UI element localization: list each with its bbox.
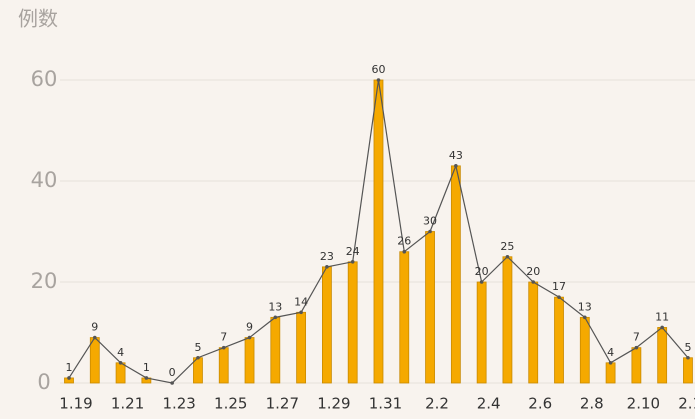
bar: [657, 327, 668, 384]
chart-title: 例数: [18, 7, 58, 31]
value-label: 5: [684, 341, 691, 354]
value-label: 14: [294, 295, 308, 308]
value-label: 30: [423, 215, 437, 228]
line-point: [660, 325, 664, 330]
line-point: [196, 355, 200, 360]
bar: [244, 337, 255, 384]
x-tick-label: 1.31: [369, 395, 402, 413]
y-tick-label: 60: [31, 67, 58, 91]
bar: [450, 165, 461, 384]
bar: [321, 266, 332, 384]
bar: [347, 261, 358, 384]
value-label: 0: [169, 366, 176, 379]
bar: [399, 251, 410, 384]
line-point: [454, 164, 458, 168]
bar: [631, 347, 642, 384]
value-label: 1: [66, 361, 73, 374]
x-tick-label: 2.4: [477, 395, 501, 413]
x-tick-label: 1.23: [162, 395, 195, 413]
x-tick-label: 1.19: [59, 395, 92, 413]
bar: [425, 231, 435, 384]
value-label: 60: [371, 63, 385, 76]
bar: [89, 337, 100, 384]
line-point: [376, 78, 381, 82]
value-label: 1: [143, 361, 150, 374]
line-point: [118, 361, 123, 365]
value-label: 9: [246, 321, 253, 334]
line-point: [350, 260, 355, 264]
value-label: 13: [268, 300, 282, 313]
line-point: [634, 345, 639, 350]
value-label: 11: [655, 310, 669, 323]
bar: [579, 316, 590, 384]
bar: [115, 362, 126, 384]
value-label: 7: [220, 331, 227, 344]
value-label: 4: [117, 346, 124, 359]
value-label: 25: [500, 240, 514, 253]
y-tick-label: 20: [31, 269, 58, 293]
line-point: [92, 335, 97, 340]
y-tick-label: 40: [31, 168, 58, 192]
line-point: [428, 229, 432, 234]
value-label: 13: [578, 300, 592, 313]
value-label: 20: [526, 265, 540, 278]
line-point: [221, 345, 226, 350]
x-tick-label: 1.25: [214, 395, 247, 413]
x-tick-label: 2.2: [425, 395, 449, 413]
value-label: 23: [320, 250, 334, 263]
line-point: [67, 376, 71, 380]
value-label: 7: [633, 331, 640, 344]
line-point: [531, 280, 536, 284]
bar: [373, 79, 384, 384]
x-tick-label: 2.10: [627, 395, 660, 413]
bar: [270, 316, 281, 384]
value-label: 20: [475, 265, 489, 278]
x-tick-label: 1.29: [317, 395, 350, 413]
value-label: 43: [449, 149, 463, 162]
line-point: [583, 315, 587, 320]
line-point: [686, 355, 690, 360]
bar: [528, 281, 539, 384]
line-point: [325, 265, 329, 269]
bar: [218, 347, 229, 384]
value-label: 9: [91, 321, 98, 334]
x-tick-label: 2.8: [580, 395, 604, 413]
x-tick-label: 1.27: [266, 395, 299, 413]
bar: [296, 311, 307, 384]
y-tick-label: 0: [37, 370, 50, 394]
value-label: 5: [194, 341, 201, 354]
line-point: [608, 361, 613, 365]
value-label: 17: [552, 280, 566, 293]
bar: [502, 256, 513, 384]
bar: [476, 281, 487, 384]
line-point: [505, 254, 510, 259]
bar: [683, 357, 693, 384]
value-label: 24: [346, 245, 360, 258]
line-point: [170, 381, 174, 385]
line-point: [402, 249, 407, 254]
bar: [554, 296, 564, 384]
value-label: 26: [397, 235, 411, 248]
line-point: [479, 280, 484, 284]
value-label: 4: [607, 346, 614, 359]
x-tick-label: 1.21: [111, 395, 144, 413]
line-point: [273, 315, 278, 320]
x-tick-label: 2.12: [678, 395, 695, 413]
bar: [605, 362, 616, 384]
x-tick-label: 2.6: [528, 395, 552, 413]
line-point: [144, 376, 149, 380]
line-point: [557, 295, 561, 299]
line-point: [299, 310, 303, 315]
line-point: [247, 335, 252, 340]
